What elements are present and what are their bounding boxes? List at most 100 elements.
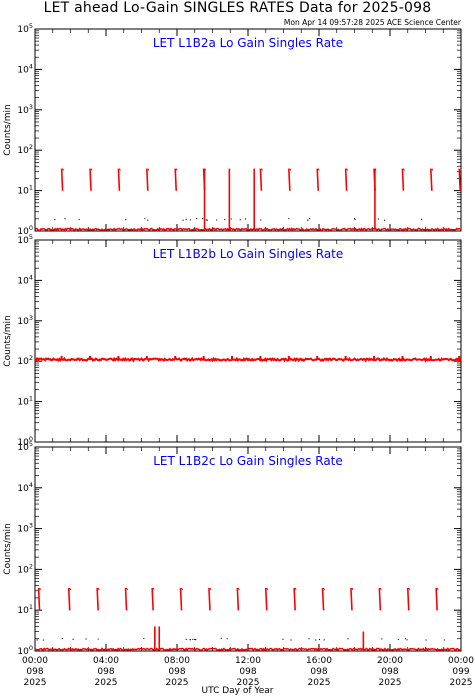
data-point <box>282 638 284 640</box>
y-tick-label: 104 <box>17 273 33 286</box>
burst-mark <box>181 587 183 591</box>
x-tick-label-year: 2025 <box>237 678 260 688</box>
burst-mark <box>316 168 320 191</box>
data-point <box>347 638 349 640</box>
data-point <box>383 219 386 221</box>
data-point <box>185 218 187 220</box>
chart-panel-2: 100 101 102 103 104 105 Counts/min LET L1B2b Lo… <box>3 233 462 448</box>
y-tick-label: 101 <box>17 603 33 616</box>
burst-mark <box>264 587 268 611</box>
data-point <box>239 219 241 221</box>
data-point <box>36 639 38 641</box>
panel-title: LET L1B2a Lo Gain Singles Rate <box>153 36 343 50</box>
y-tick-label: 100 <box>17 435 33 448</box>
data-point <box>244 218 247 220</box>
burst-mark <box>402 168 405 171</box>
data-point <box>192 638 194 641</box>
data-point <box>143 637 145 640</box>
burst-mark <box>401 168 405 191</box>
burst-mark <box>118 168 121 171</box>
data-point <box>308 638 310 640</box>
x-tick-label-time: 16:00 <box>306 656 332 666</box>
y-axis-label: Counts/min <box>3 523 13 574</box>
y-tick-label: 100 <box>17 224 33 237</box>
data-point <box>421 218 423 220</box>
y-axis-label: Counts/min <box>3 104 13 155</box>
data-point <box>182 219 184 221</box>
burst-mark <box>435 587 438 611</box>
data-point <box>230 218 232 220</box>
data-point <box>288 217 290 220</box>
burst-mark <box>67 587 71 611</box>
burst-mark <box>458 168 462 191</box>
data-point <box>425 639 427 641</box>
x-tick-label-time: 12:00 <box>235 656 261 666</box>
chart-panel-3: 100 101 102 103 104 105 Counts/min LET L1B2c Lo… <box>3 440 474 688</box>
x-tick-label-year: 2025 <box>379 678 402 688</box>
y-tick-label: 104 <box>17 62 33 75</box>
plot-frame <box>34 28 462 232</box>
burst-mark <box>208 587 211 611</box>
x-tick-label-time: 08:00 <box>164 656 190 666</box>
data-point <box>196 217 198 220</box>
y-tick-label: 105 <box>17 233 33 246</box>
panel-title: LET L1B2c Lo Gain Singles Rate <box>153 454 343 468</box>
y-tick-label: 103 <box>17 314 33 327</box>
burst-mark <box>346 168 349 171</box>
burst-mark <box>147 168 150 171</box>
burst-mark <box>459 168 462 171</box>
data-point <box>205 219 207 221</box>
data-point <box>377 218 379 220</box>
data-point <box>307 219 309 221</box>
x-tick-label-year: 2025 <box>24 678 47 688</box>
x-tick-label-year: 2025 <box>450 678 473 688</box>
x-tick-label-time: 00:00 <box>22 656 48 666</box>
burst-mark <box>117 168 121 191</box>
burst-mark <box>96 587 99 611</box>
data-point <box>206 219 208 221</box>
x-tick-label-year: 2025 <box>166 678 189 688</box>
data-point <box>194 638 196 641</box>
data-point <box>64 218 66 220</box>
data-point <box>147 219 149 221</box>
plot-frame <box>34 446 462 652</box>
burst-mark <box>436 587 439 591</box>
data-point <box>443 639 445 641</box>
data-point <box>381 638 383 640</box>
data-point <box>54 218 56 221</box>
data-point <box>189 219 191 221</box>
y-tick-label: 103 <box>17 522 33 535</box>
data-point <box>224 218 226 221</box>
plot-frame <box>34 239 462 443</box>
burst-mark <box>179 587 183 611</box>
timestamp: Mon Apr 14 09:57:28 2025 ACE Science Cen… <box>283 18 461 27</box>
burst-mark <box>97 587 100 591</box>
y-tick-label: 101 <box>17 395 33 408</box>
page-title: LET ahead Lo-Gain SINGLES RATES Data for… <box>43 0 432 16</box>
data-point <box>85 638 87 640</box>
data-point <box>406 639 408 641</box>
x-axis-label: UTC Day of Year <box>201 686 274 696</box>
burst-mark <box>90 168 93 171</box>
burst-mark <box>39 587 41 591</box>
data-point <box>195 639 197 641</box>
burst-mark <box>344 168 348 191</box>
data-point <box>125 218 127 221</box>
x-tick-label-time: 04:00 <box>93 656 119 666</box>
burst-mark <box>152 587 155 591</box>
burst-mark <box>379 587 382 591</box>
data-point <box>42 639 44 641</box>
burst-mark <box>89 168 92 191</box>
burst-mark <box>266 587 269 591</box>
x-tick-label-doy: 098 <box>239 667 256 677</box>
burst-mark <box>321 587 325 611</box>
burst-mark <box>69 587 72 591</box>
data-point <box>216 219 218 221</box>
data-point <box>318 638 321 641</box>
data-point <box>260 219 262 221</box>
burst-mark <box>236 587 240 611</box>
burst-mark <box>406 587 410 611</box>
series-baseline <box>34 227 462 232</box>
data-point <box>309 217 311 220</box>
data-point <box>189 638 191 641</box>
